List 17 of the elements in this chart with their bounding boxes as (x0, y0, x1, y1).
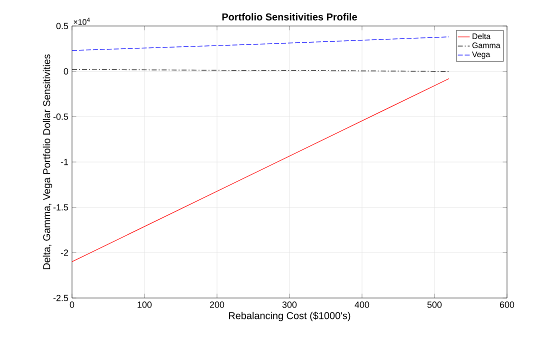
y-tick-label: 0 (64, 68, 68, 75)
chart-title: Portfolio Sensitivities Profile (222, 13, 357, 20)
y-tick-label: -1.5 (53, 204, 68, 210)
x-tick-label: 400 (354, 302, 370, 308)
y-tick-label: -0.5 (53, 113, 68, 120)
y-tick-label: -1 (60, 158, 68, 166)
y-tick-label: -2.5 (53, 294, 68, 302)
x-tick-label: 200 (210, 302, 224, 308)
y-tick-label: 0.5 (56, 22, 68, 30)
x-tick-label: 100 (138, 302, 152, 308)
x-tick-label: 300 (282, 302, 297, 308)
y-tick-label: -2 (60, 250, 68, 256)
x-axis-title: Rebalancing Cost ($1000's) (228, 312, 350, 322)
x-tick-label: 0 (70, 302, 74, 308)
x-tick-label: 600 (500, 302, 514, 308)
x-tick-label: 500 (427, 302, 442, 308)
y-axis-title: Delta, Gamma, Vega Portfolio Dollar Sensitivities (42, 54, 52, 270)
